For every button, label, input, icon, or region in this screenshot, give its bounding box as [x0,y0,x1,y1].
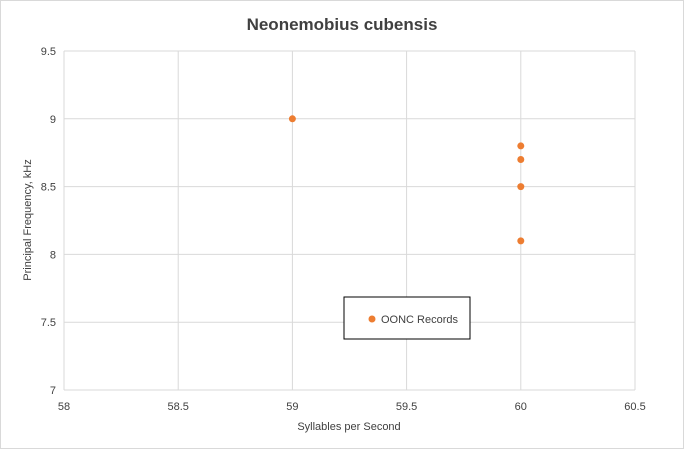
legend: OONC Records [343,296,471,340]
y-axis-title: Principal Frequency, kHz [22,159,34,280]
x-tick-label: 58.5 [167,401,188,413]
data-point [517,155,525,163]
y-tick-label: 9 [50,114,56,126]
y-tick-label: 8 [50,249,56,261]
grid-lines [63,50,636,391]
x-tick-label: 59 [286,401,298,413]
chart-title: Neonemobius cubensis [247,15,438,34]
data-point [288,115,296,123]
tick-labels: 58 58.5 59 59.5 60 60.5 7 7.5 8 8.5 9 9.5 [41,46,646,413]
x-tick-label: 58 [58,401,70,413]
legend-marker [368,315,376,323]
data-point [517,142,525,150]
x-axis-title: Syllables per Second [297,421,400,433]
data-point [517,183,525,191]
y-tick-label: 9.5 [41,46,56,58]
x-tick-label: 60 [515,401,527,413]
legend-box [343,296,471,340]
y-tick-label: 7.5 [41,317,56,329]
x-tick-label: 60.5 [624,401,645,413]
y-tick-label: 8.5 [41,182,56,194]
x-tick-label: 59.5 [396,401,417,413]
legend-label: OONC Records [381,314,459,326]
y-tick-label: 7 [50,385,56,397]
data-points [288,115,525,245]
data-point [517,237,525,245]
